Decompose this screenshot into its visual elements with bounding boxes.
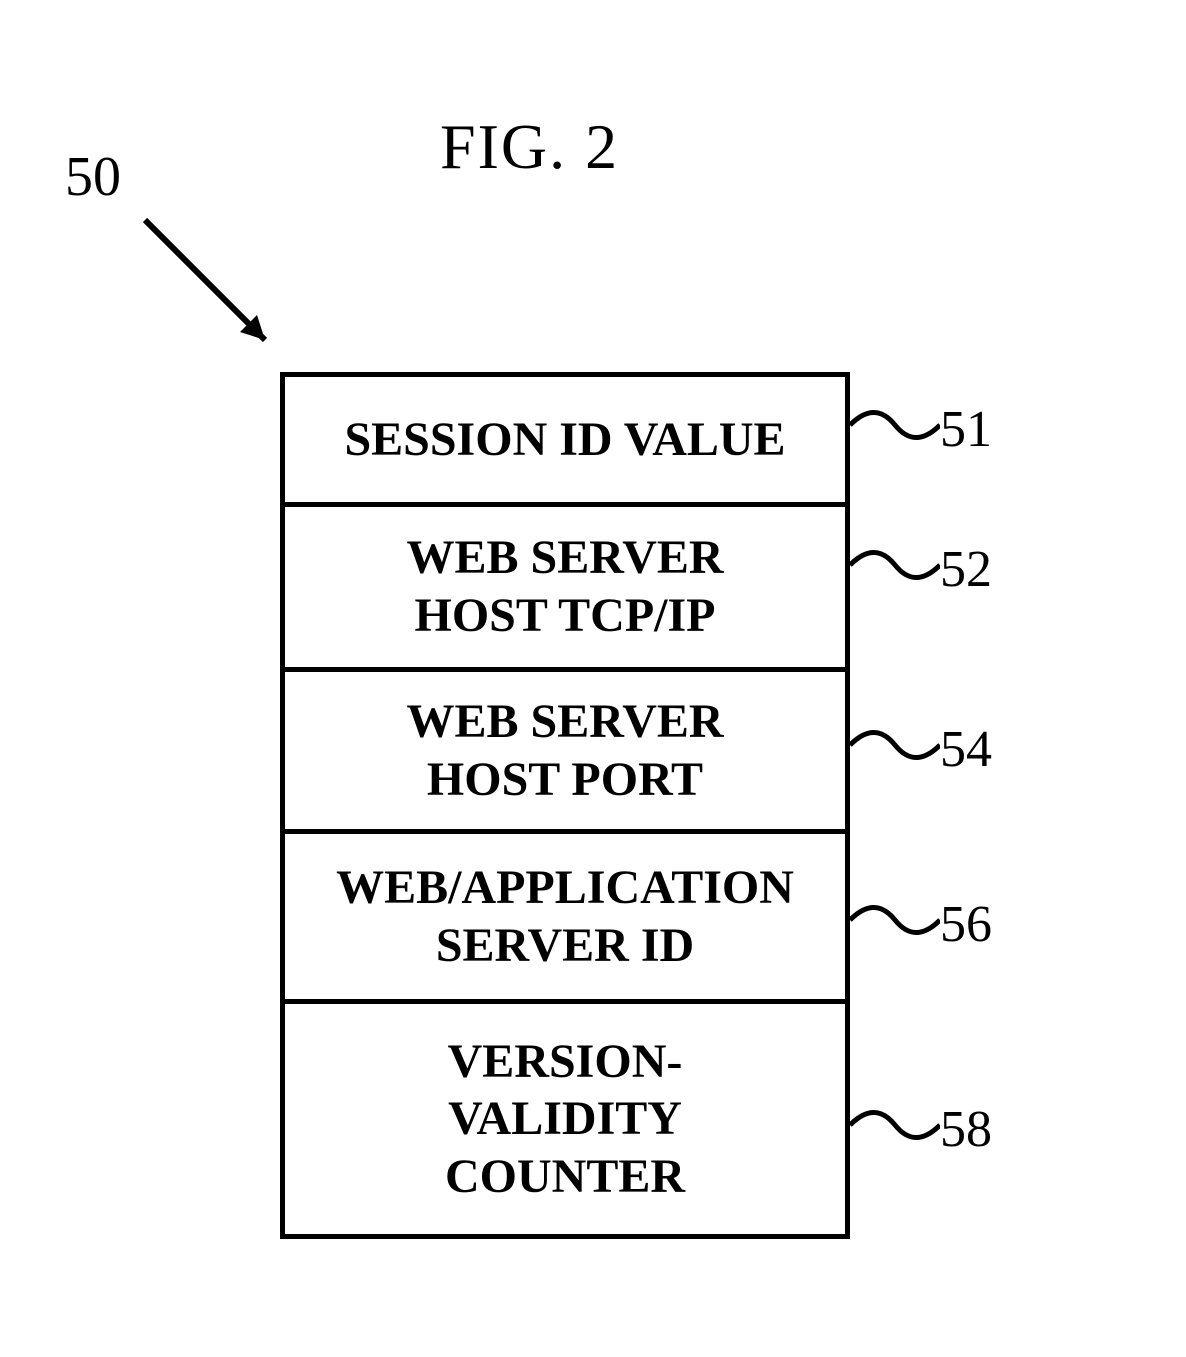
ref-label-50: 50 (65, 145, 121, 209)
row-line3: COUNTER (445, 1148, 685, 1206)
table-row: WEB SERVER HOST TCP/IP (285, 507, 845, 672)
leader-curve-icon (850, 715, 940, 790)
table-row: WEB/APPLICATION SERVER ID (285, 834, 845, 1004)
leader-curve-icon (850, 535, 940, 610)
table-row: SESSION ID VALUE (285, 377, 845, 507)
row-line2: HOST PORT (427, 751, 703, 809)
table-row: VERSION- VALIDITY COUNTER (285, 1004, 845, 1234)
row-line1: WEB SERVER (406, 529, 723, 587)
row-line1: WEB SERVER (406, 693, 723, 751)
leader-curve-icon (850, 1095, 940, 1170)
row-line2: VALIDITY (448, 1090, 682, 1148)
ref-label-58: 58 (940, 1100, 992, 1159)
figure-title: FIG. 2 (440, 110, 619, 184)
arrow-50-icon (135, 210, 315, 395)
leader-curve-icon (850, 890, 940, 965)
row-line1: WEB/APPLICATION (336, 859, 794, 917)
row-line2: SERVER ID (436, 917, 694, 975)
leader-curve-icon (850, 395, 940, 470)
ref-label-56: 56 (940, 895, 992, 954)
row-line2: HOST TCP/IP (415, 587, 716, 645)
data-structure-table: SESSION ID VALUE WEB SERVER HOST TCP/IP … (280, 372, 850, 1239)
table-row: WEB SERVER HOST PORT (285, 672, 845, 834)
ref-label-52: 52 (940, 540, 992, 599)
row-text: SESSION ID VALUE (344, 411, 785, 469)
row-line1: VERSION- (448, 1033, 683, 1091)
ref-label-51: 51 (940, 400, 992, 459)
ref-label-54: 54 (940, 720, 992, 779)
